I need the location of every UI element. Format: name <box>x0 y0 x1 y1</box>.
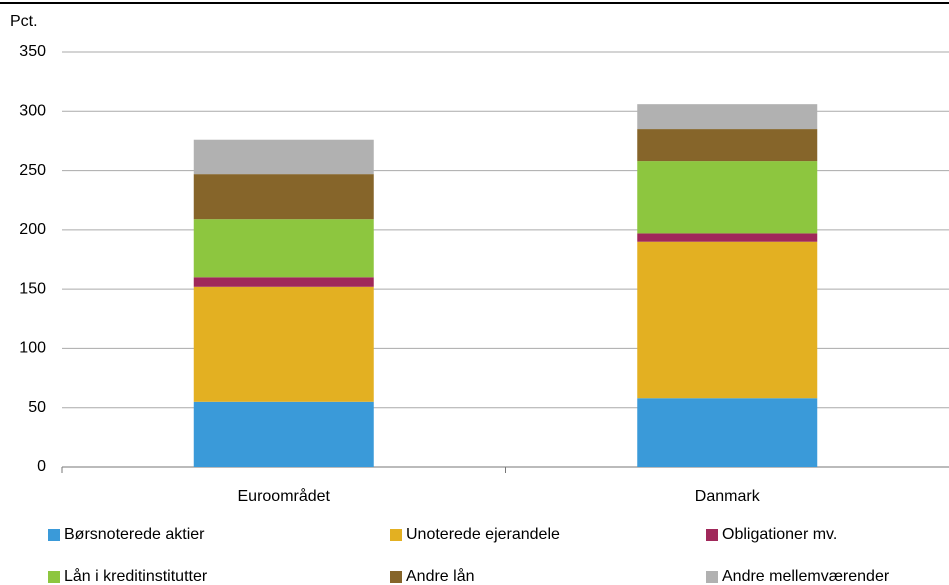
y-axis-label: Pct. <box>10 13 38 30</box>
bar-segment <box>637 161 818 234</box>
legend-label: Børsnoterede aktier <box>64 526 205 543</box>
legend-swatch <box>390 571 402 583</box>
legend-swatch <box>706 529 718 541</box>
bar-segment <box>637 398 818 467</box>
bar-segment <box>193 139 374 175</box>
bar-segment <box>193 286 374 402</box>
legend-label: Unoterede ejerandele <box>406 526 560 543</box>
bar-segment <box>193 174 374 220</box>
legend-swatch <box>390 529 402 541</box>
legend-label: Obligationer mv. <box>722 526 837 543</box>
legend-label: Lån i kreditinstitutter <box>64 567 208 585</box>
x-tick-label: Euroområdet <box>238 487 331 505</box>
y-tick-label: 200 <box>19 221 46 238</box>
legend-swatch <box>706 571 718 583</box>
y-tick-label: 50 <box>28 399 46 416</box>
legend-label: Andre lån <box>406 567 475 585</box>
bar-segment <box>193 401 374 467</box>
legend-label: Andre mellemværender <box>722 568 890 585</box>
bar-segment <box>637 104 818 130</box>
y-tick-label: 0 <box>37 458 46 475</box>
y-tick-label: 250 <box>19 162 46 179</box>
legend-swatch <box>48 571 60 583</box>
y-tick-label: 300 <box>19 103 46 120</box>
bar-segment <box>637 241 818 399</box>
y-tick-label: 150 <box>19 280 46 297</box>
y-tick-label: 100 <box>19 340 46 357</box>
y-tick-label: 350 <box>19 43 46 60</box>
bar-segment <box>637 129 818 162</box>
bar-segment <box>637 233 818 242</box>
bar-segment <box>193 219 374 278</box>
legend-swatch <box>48 529 60 541</box>
bar-segment <box>193 277 374 287</box>
x-tick-label: Danmark <box>695 488 761 505</box>
